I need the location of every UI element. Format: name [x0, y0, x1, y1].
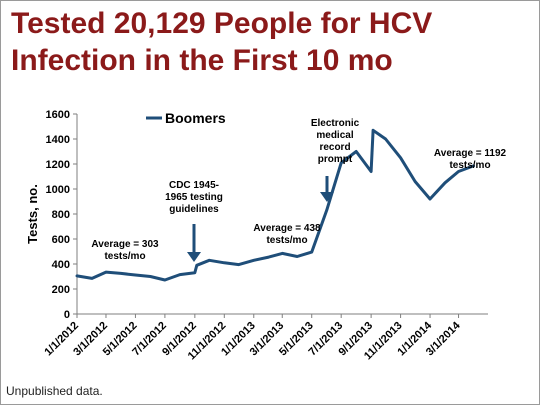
y-axis-label: Tests, no. — [25, 184, 40, 244]
annotation-3: Average = 438 tests/mo — [253, 223, 321, 246]
y-tick-label: 200 — [52, 284, 70, 296]
y-tick-label: 1600 — [46, 109, 70, 121]
ehr-prompt-arrow-head — [320, 192, 334, 202]
annotation-5: Average = 1192 tests/mo — [434, 148, 507, 171]
footnote: Unpublished data. — [6, 384, 103, 398]
annotation-1: Average = 303 tests/mo — [91, 239, 159, 262]
y-tick-label: 1200 — [46, 159, 70, 171]
slide-title: Tested 20,129 People for HCV Infection i… — [11, 5, 531, 79]
title-line-1: Tested 20,129 People for HCV — [11, 7, 433, 40]
legend-label-boomers: Boomers — [165, 110, 226, 126]
annotation-4: Electronic medical record prompt — [311, 118, 360, 165]
y-tick-label: 1400 — [46, 134, 70, 146]
y-tick-label: 800 — [52, 209, 70, 221]
series-line-boomers — [75, 128, 475, 282]
annotation-2: CDC 1945-1965 testing guidelines — [165, 180, 223, 215]
guidelines-arrow-head — [187, 252, 201, 262]
y-tick-label: 0 — [64, 309, 70, 321]
title-line-2: Infection in the First 10 mo — [11, 44, 393, 77]
y-tick-label: 1000 — [46, 184, 70, 196]
y-tick-label: 600 — [52, 234, 70, 246]
y-tick-label: 400 — [52, 259, 70, 271]
